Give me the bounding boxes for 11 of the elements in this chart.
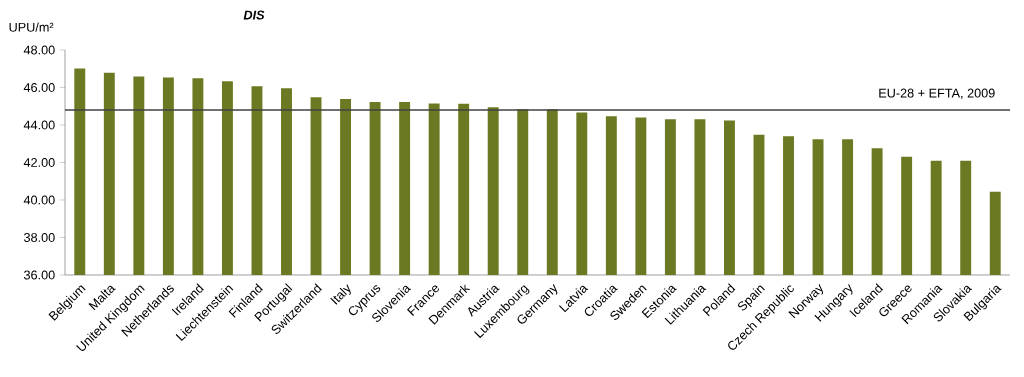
- y-tick-label: 42.00: [23, 158, 55, 167]
- x-tick-label: Italy: [330, 284, 351, 305]
- y-tick-label: 36.00: [23, 270, 55, 280]
- chart-title: DIS: [243, 10, 265, 20]
- y-tick-label: 44.00: [23, 120, 55, 130]
- y-tick-label: 48.00: [23, 45, 55, 55]
- y-tick-label: 46.00: [23, 83, 55, 92]
- y-axis-title: UPU/m²: [9, 22, 54, 32]
- y-tick-label: 38.00: [23, 233, 55, 242]
- ref-line-label: EU-28 + EFTA, 2009: [879, 88, 995, 100]
- y-tick-label: 40.00: [23, 195, 55, 205]
